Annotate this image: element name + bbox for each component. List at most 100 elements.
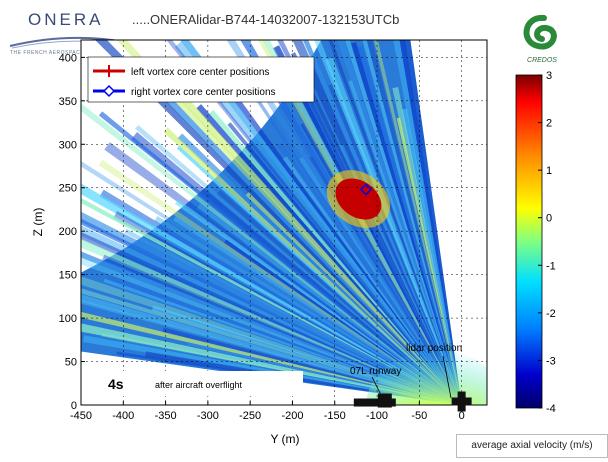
velocity-ray	[328, 40, 462, 405]
x-axis: -450 -400 -350 -300 -250 -200 -150 -100 -50 0	[70, 401, 465, 422]
colorbar-tick-label: 3	[546, 70, 552, 82]
x-tick-label: -50	[411, 410, 427, 422]
colorbar-tick-label: 1	[546, 165, 552, 177]
colorbar-tick-label: -2	[546, 308, 556, 320]
velocity-ray	[393, 40, 462, 405]
y-tick-label: 200	[59, 226, 77, 238]
velocity-ray	[163, 127, 462, 405]
x-tick-label: -100	[366, 410, 388, 422]
legend: left vortex core center positions right …	[87, 56, 315, 103]
x-tick-label: 0	[459, 410, 465, 422]
velocity-ray	[174, 199, 462, 405]
velocity-ray	[101, 254, 462, 405]
velocity-ray	[81, 311, 462, 405]
runway-marker-block	[377, 393, 392, 408]
x-tick-label: -200	[281, 410, 303, 422]
colorbar	[515, 74, 543, 409]
y-tick-label: 300	[59, 139, 77, 151]
credos-logo-text: CREDOS	[527, 57, 557, 64]
colorbar-tick-label: -3	[546, 355, 556, 367]
x-tick-label: -150	[324, 410, 346, 422]
velocity-ray	[344, 40, 462, 405]
velocity-ray	[196, 203, 462, 405]
velocity-ray	[176, 145, 462, 405]
legend-right-label: right vortex core center positions	[131, 87, 276, 98]
y-tick-label: 400	[59, 52, 77, 64]
velocity-ray	[154, 216, 462, 405]
velocity-ray	[128, 58, 462, 405]
figure-title: .....ONERAlidar-B744-14032007-132153UTCb	[132, 12, 400, 27]
velocity-ray	[81, 288, 462, 405]
colorbar-tick-label: -1	[546, 260, 556, 272]
y-tick-label: 150	[59, 270, 77, 282]
velocity-ray	[224, 84, 462, 405]
velocity-ray	[282, 156, 462, 405]
velocity-ray	[290, 52, 462, 405]
velocity-ray	[196, 104, 462, 405]
colorbar-ticks: 3 2 1 0 -1 -2 -3 -4	[538, 70, 556, 415]
y-tick-label: 350	[59, 96, 77, 108]
x-tick-label: -300	[197, 410, 219, 422]
lidar-marker	[451, 391, 472, 412]
y-tick-label: 100	[59, 313, 77, 325]
axes-frame	[80, 39, 488, 406]
right-vortex-marker	[359, 183, 373, 196]
velocity-ray	[83, 335, 462, 405]
velocity-ray	[174, 41, 462, 405]
time-text: after aircraft overflight	[155, 380, 243, 390]
left-vortex-marker	[346, 187, 357, 198]
velocity-ray	[348, 80, 462, 405]
y-axis-label: Z (m)	[31, 208, 45, 237]
velocity-ray	[209, 109, 462, 405]
velocity-ray	[277, 142, 462, 405]
runway-label: 07L runway	[350, 366, 401, 377]
velocity-ray	[336, 40, 462, 405]
velocity-ray	[105, 274, 462, 405]
velocity-ray	[81, 218, 462, 405]
x-tick-label: -350	[155, 410, 177, 422]
velocity-ray	[99, 189, 462, 405]
credos-logo: CREDOS	[514, 8, 568, 68]
y-tick-label: 0	[71, 400, 77, 412]
y-axis: 0 50 100 150 200 250 300 350 400	[59, 52, 85, 412]
x-tick-label: -250	[239, 410, 261, 422]
time-label: 4s	[108, 376, 124, 392]
velocity-ray	[81, 251, 462, 405]
velocity-field	[81, 40, 487, 405]
lidar-leader-line	[442, 355, 452, 399]
colorbar-tick-label: 2	[546, 118, 552, 130]
velocity-ray	[298, 157, 462, 405]
colorbar-label: average axial velocity (m/s)	[456, 434, 608, 458]
colorbar-tick-label: 0	[546, 213, 552, 225]
onera-logo-subtitle: THE FRENCH AEROSPACE LAB	[10, 50, 97, 56]
velocity-ray	[81, 103, 462, 405]
runway-marker	[353, 398, 396, 407]
x-tick-label: -400	[112, 410, 134, 422]
velocity-ray	[98, 111, 462, 405]
velocity-ray	[173, 216, 462, 405]
legend-box	[87, 56, 315, 103]
velocity-ray	[81, 300, 462, 405]
velocity-ray	[249, 88, 462, 405]
colorbar-tick-label: -4	[546, 403, 556, 415]
velocity-ray	[177, 133, 462, 405]
x-axis-label: Y (m)	[270, 432, 299, 446]
onera-logo-text: ONERA	[28, 10, 104, 29]
velocity-ray	[176, 91, 462, 405]
y-tick-label: 250	[59, 183, 77, 195]
velocity-ray	[227, 122, 462, 405]
velocity-ray	[81, 160, 462, 405]
velocity-ray	[103, 278, 462, 405]
x-tick-label: -450	[70, 410, 92, 422]
lidar-label: lidar position	[406, 343, 462, 354]
velocity-ray	[113, 211, 462, 405]
velocity-ray	[135, 124, 462, 405]
velocity-ray	[81, 238, 462, 405]
lidar-near-field	[366, 350, 487, 405]
legend-left-label: left vortex core center positions	[131, 67, 269, 78]
velocity-ray	[131, 132, 462, 405]
velocity-ray	[180, 40, 462, 405]
velocity-ray	[396, 117, 462, 405]
y-tick-label: 50	[65, 357, 77, 369]
